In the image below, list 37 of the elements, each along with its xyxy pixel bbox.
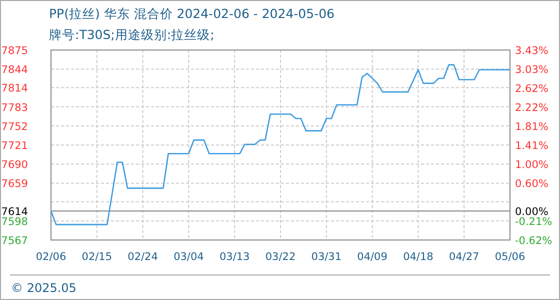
y2-tick-label: 1.81% xyxy=(515,121,548,133)
y2-tick-label: 3.43% xyxy=(515,45,548,57)
x-tick-label: 03/22 xyxy=(265,251,296,263)
y-tick-label: 7814 xyxy=(1,82,28,95)
x-tick-label: 02/06 xyxy=(36,251,66,263)
y2-tick-label: -0.21% xyxy=(515,216,552,228)
y2-tick-label: 0.00% xyxy=(515,206,548,218)
y-tick-label: 7752 xyxy=(1,120,28,133)
chart-subtitle: 牌号:T30S;用途级别:拉丝级; xyxy=(49,27,214,42)
y-tick-label: 7614 xyxy=(1,206,28,218)
y-tick-label: 7659 xyxy=(1,178,28,190)
x-tick-label: 02/15 xyxy=(82,251,112,263)
y-tick-label: 7598 xyxy=(1,216,28,228)
y-tick-label: 7783 xyxy=(1,102,28,114)
x-tick-label: 04/18 xyxy=(403,251,434,263)
x-tick-label: 03/31 xyxy=(311,251,342,263)
x-tick-label: 04/09 xyxy=(357,251,388,263)
y-tick-label: 7721 xyxy=(1,140,28,152)
chart-title: PP(拉丝) 华东 混合价 2024-02-06 - 2024-05-06 xyxy=(49,6,335,21)
y-tick-label: 7567 xyxy=(1,235,28,247)
x-tick-label: 05/06 xyxy=(494,251,526,263)
y2-tick-label: 0.60% xyxy=(515,178,548,190)
y-tick-label: 7875 xyxy=(1,45,28,57)
x-tick-label: 04/27 xyxy=(448,251,480,263)
y2-tick-label: 2.62% xyxy=(515,83,548,95)
y2-tick-label: 1.41% xyxy=(515,140,548,152)
y2-tick-label: 2.22% xyxy=(515,102,548,114)
y2-tick-label: 3.03% xyxy=(515,64,548,76)
y-tick-label: 7690 xyxy=(1,159,28,172)
y2-tick-label: 1.00% xyxy=(515,159,548,171)
y2-tick-label: -0.62% xyxy=(515,235,552,247)
y-tick-label: 7844 xyxy=(1,64,28,76)
x-tick-label: 02/24 xyxy=(128,251,158,263)
line-series xyxy=(50,64,511,226)
text: © 2025.05 xyxy=(11,281,76,295)
x-tick-label: 03/13 xyxy=(219,251,250,263)
x-tick-label: 03/04 xyxy=(174,251,204,263)
